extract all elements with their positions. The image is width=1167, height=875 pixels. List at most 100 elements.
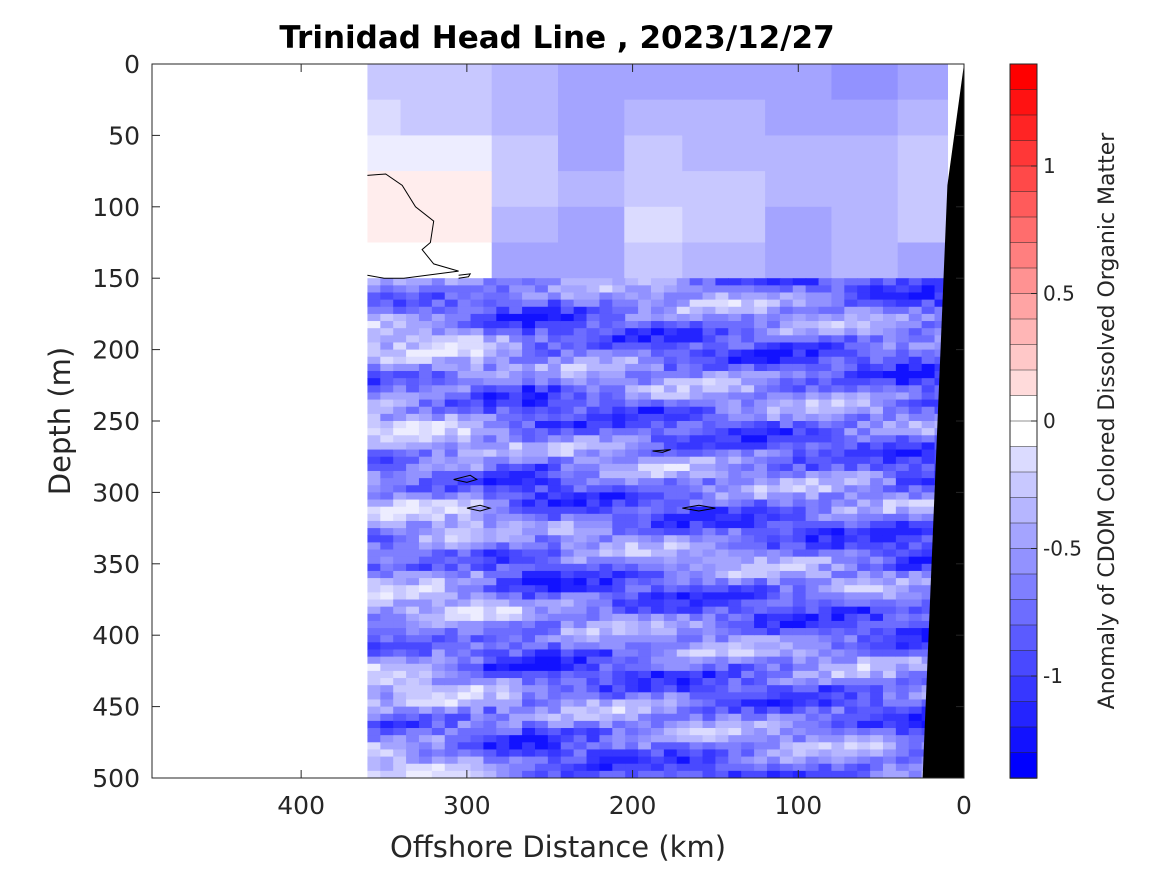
lower-layer-cell bbox=[380, 520, 394, 529]
lower-layer-cell bbox=[638, 335, 652, 344]
upper-layer-cell bbox=[624, 206, 683, 244]
lower-layer-cell bbox=[444, 678, 459, 686]
lower-layer-cell bbox=[470, 385, 485, 394]
lower-layer-cell bbox=[766, 578, 781, 586]
lower-layer-cell bbox=[547, 421, 562, 429]
lower-layer-cell bbox=[418, 642, 433, 651]
lower-layer-cell bbox=[560, 685, 575, 693]
lower-layer-cell bbox=[818, 642, 833, 651]
lower-layer-cell bbox=[625, 656, 639, 665]
lower-layer-cell bbox=[367, 613, 381, 622]
lower-layer-cell bbox=[715, 742, 729, 751]
lower-layer-cell bbox=[792, 770, 807, 778]
lower-layer-cell bbox=[418, 413, 433, 422]
lower-layer-cell bbox=[676, 635, 691, 643]
lower-layer-cell bbox=[921, 492, 936, 501]
lower-layer-cell bbox=[496, 528, 510, 536]
lower-layer-cell bbox=[431, 492, 446, 501]
lower-layer-cell bbox=[393, 285, 407, 294]
lower-layer-cell bbox=[380, 499, 394, 508]
lower-layer-cell bbox=[470, 392, 485, 401]
lower-layer-cell bbox=[831, 392, 845, 401]
lower-layer-cell bbox=[741, 470, 755, 479]
lower-layer-cell bbox=[573, 670, 588, 679]
lower-layer-cell bbox=[560, 613, 575, 622]
lower-layer-cell bbox=[702, 606, 717, 615]
lower-layer-cell bbox=[857, 335, 871, 344]
lower-layer-cell bbox=[418, 299, 433, 308]
lower-layer-cell bbox=[663, 513, 678, 522]
lower-layer-cell bbox=[805, 570, 820, 579]
lower-layer-cell bbox=[689, 499, 704, 508]
lower-layer-cell bbox=[844, 756, 858, 765]
lower-layer-cell bbox=[599, 549, 613, 558]
lower-layer-cell bbox=[676, 513, 691, 522]
lower-layer-cell bbox=[522, 592, 536, 601]
lower-layer-cell bbox=[599, 599, 613, 608]
lower-layer-cell bbox=[612, 570, 626, 579]
lower-layer-cell bbox=[418, 442, 433, 451]
x-tick-label: 0 bbox=[956, 791, 972, 820]
lower-layer-cell bbox=[418, 513, 433, 522]
lower-layer-cell bbox=[483, 720, 497, 729]
lower-layer-cell bbox=[728, 342, 742, 351]
lower-layer-cell bbox=[470, 685, 485, 693]
lower-layer-cell bbox=[457, 699, 472, 708]
lower-layer-cell bbox=[457, 413, 472, 422]
lower-layer-cell bbox=[367, 542, 381, 551]
lower-layer-cell bbox=[754, 513, 768, 522]
lower-layer-cell bbox=[754, 720, 768, 729]
lower-layer-cell bbox=[496, 692, 510, 701]
lower-layer-cell bbox=[895, 520, 910, 529]
lower-layer-cell bbox=[612, 699, 626, 708]
lower-layer-cell bbox=[586, 278, 601, 286]
lower-layer-cell bbox=[650, 549, 665, 558]
lower-layer-cell bbox=[638, 520, 652, 529]
lower-layer-cell bbox=[457, 570, 472, 579]
lower-layer-cell bbox=[779, 349, 794, 358]
lower-layer-cell bbox=[779, 442, 794, 451]
lower-layer-cell bbox=[547, 670, 562, 679]
lower-layer-cell bbox=[870, 756, 884, 765]
lower-layer-cell bbox=[509, 478, 523, 486]
lower-layer-cell bbox=[586, 656, 601, 665]
lower-layer-cell bbox=[741, 285, 755, 294]
lower-layer-cell bbox=[818, 770, 833, 778]
lower-layer-cell bbox=[625, 470, 639, 479]
lower-layer-cell bbox=[779, 713, 794, 722]
lower-layer-cell bbox=[895, 720, 910, 729]
lower-layer-cell bbox=[547, 456, 562, 465]
lower-layer-cell bbox=[431, 435, 446, 444]
lower-layer-cell bbox=[895, 706, 910, 715]
lower-layer-cell bbox=[908, 278, 923, 286]
lower-layer-cell bbox=[522, 335, 536, 344]
lower-layer-cell bbox=[586, 342, 601, 351]
lower-layer-cell bbox=[393, 763, 407, 772]
lower-layer-cell bbox=[625, 306, 639, 315]
lower-layer-cell bbox=[689, 299, 704, 308]
lower-layer-cell bbox=[638, 378, 652, 386]
lower-layer-cell bbox=[509, 763, 523, 772]
lower-layer-cell bbox=[870, 549, 884, 558]
lower-layer-cell bbox=[367, 520, 381, 529]
lower-layer-cell bbox=[766, 278, 781, 286]
lower-layer-cell bbox=[895, 499, 910, 508]
lower-layer-cell bbox=[831, 492, 845, 501]
lower-layer-cell bbox=[380, 371, 394, 379]
lower-layer-cell bbox=[586, 706, 601, 715]
lower-layer-cell bbox=[895, 613, 910, 622]
lower-layer-cell bbox=[586, 478, 601, 486]
lower-layer-cell bbox=[638, 720, 652, 729]
lower-layer-cell bbox=[638, 342, 652, 351]
lower-layer-cell bbox=[573, 706, 588, 715]
lower-layer-cell bbox=[689, 720, 704, 729]
lower-layer-cell bbox=[470, 528, 485, 536]
lower-layer-cell bbox=[676, 678, 691, 686]
lower-layer-cell bbox=[844, 463, 858, 472]
lower-layer-cell bbox=[625, 392, 639, 401]
lower-layer-cell bbox=[715, 356, 729, 365]
lower-layer-cell bbox=[831, 728, 845, 736]
lower-layer-cell bbox=[650, 678, 665, 686]
lower-layer-cell bbox=[818, 692, 833, 701]
lower-layer-cell bbox=[496, 335, 510, 344]
